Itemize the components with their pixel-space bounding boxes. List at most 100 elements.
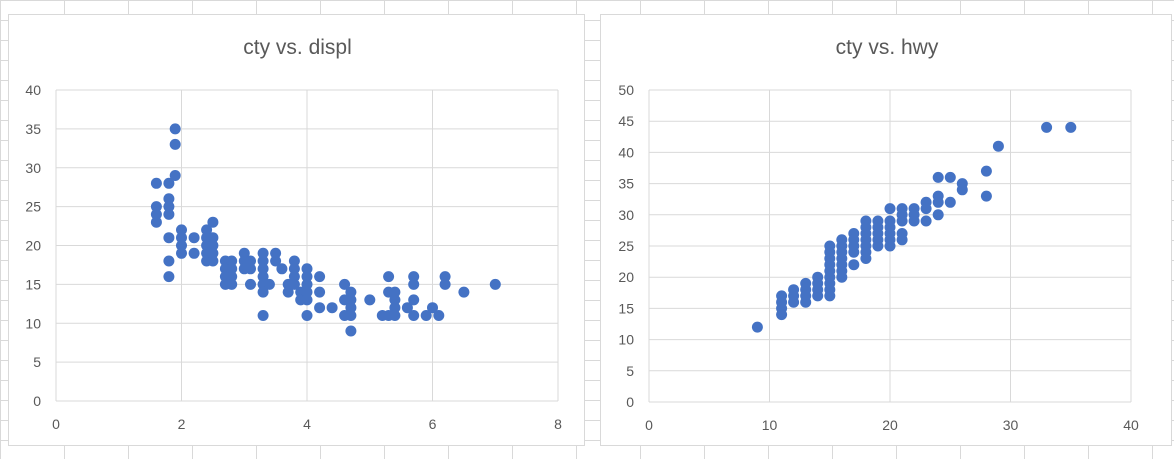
data-point (176, 224, 187, 236)
data-point (980, 165, 992, 177)
data-point (314, 286, 326, 298)
data-point (150, 208, 162, 220)
y-tick-label: 25 (618, 238, 634, 254)
data-point (270, 255, 282, 267)
y-tick-label: 0 (626, 394, 634, 410)
data-point (389, 294, 401, 306)
data-point (751, 321, 763, 333)
data-point (257, 255, 269, 267)
data-point (163, 255, 175, 267)
data-point (207, 240, 219, 251)
data-point (176, 247, 187, 259)
data-point (408, 310, 420, 321)
data-point (238, 247, 250, 259)
data-point (301, 310, 313, 321)
data-point (163, 193, 175, 205)
data-point (257, 310, 269, 321)
data-point (226, 278, 238, 290)
data-point (314, 271, 326, 283)
data-point (884, 203, 896, 215)
data-point (163, 271, 175, 283)
data-point (345, 286, 357, 298)
data-point (288, 278, 300, 290)
data-point (314, 302, 326, 314)
x-tick-label: 30 (1003, 417, 1019, 433)
chart-cty-vs-hwy[interactable]: cty vs. hwy 0 5 10 15 20 25 30 35 40 45 50 0 10 20 30 40 (600, 14, 1172, 446)
y-tick-label: 15 (618, 300, 634, 316)
data-point (207, 216, 219, 228)
data-point (458, 286, 470, 298)
x-tick-label: 8 (554, 416, 562, 432)
data-point (992, 140, 1004, 152)
data-point (263, 278, 275, 290)
data-point (226, 255, 238, 267)
data-point (364, 294, 376, 306)
x-tick-label: 20 (882, 417, 898, 433)
y-tick-label: 30 (25, 160, 41, 176)
data-point (836, 271, 848, 283)
data-point (427, 302, 438, 314)
data-point (345, 302, 357, 314)
data-point (345, 310, 357, 321)
data-point (276, 263, 288, 275)
y-tick-label: 5 (33, 354, 41, 370)
x-tick-label: 4 (303, 416, 311, 432)
data-point (150, 216, 162, 228)
x-tick-label: 6 (429, 416, 437, 432)
data-point (896, 234, 908, 246)
y-tick-label: 5 (626, 363, 634, 379)
data-point (908, 215, 920, 227)
data-point (169, 123, 181, 135)
chart-svg: cty vs. hwy 0 5 10 15 20 25 30 35 40 45 50 0 10 20 30 40 (618, 36, 1139, 433)
chart-title: cty vs. hwy (836, 36, 939, 59)
data-point (980, 190, 992, 202)
data-point (163, 201, 175, 213)
data-point (301, 278, 313, 290)
data-point (201, 224, 213, 236)
data-point (282, 286, 294, 298)
y-tick-label: 50 (618, 82, 634, 98)
data-point (188, 232, 200, 244)
y-tick-label: 40 (25, 82, 41, 98)
chart-cty-vs-displ[interactable]: cty vs. displ 0 5 10 15 20 25 30 35 40 0 2 4 6 8 (8, 14, 585, 446)
data-point (257, 247, 269, 259)
y-tick-label: 10 (25, 315, 41, 331)
data-point (207, 255, 219, 267)
data-point (824, 290, 836, 302)
data-point (257, 263, 269, 275)
data-point (408, 294, 420, 306)
data-point (489, 278, 501, 290)
y-tick-label: 30 (618, 207, 634, 223)
data-point (944, 196, 956, 208)
data-point (439, 271, 451, 283)
data-point (884, 240, 896, 252)
x-tick-label: 10 (762, 417, 778, 433)
data-point (872, 240, 884, 252)
data-point (245, 255, 256, 267)
y-tick-label: 15 (25, 276, 41, 292)
chart-svg: cty vs. displ 0 5 10 15 20 25 30 35 40 0 2 4 6 8 (25, 36, 562, 432)
data-point (301, 263, 313, 275)
data-point (408, 278, 420, 290)
data-point (288, 263, 300, 275)
data-point (301, 286, 313, 298)
data-point (301, 294, 313, 306)
data-point (339, 278, 351, 290)
data-point (169, 138, 181, 150)
data-point (932, 209, 944, 221)
data-point (163, 232, 175, 244)
y-tick-label: 25 (25, 199, 41, 215)
data-point (226, 271, 238, 283)
chart-title: cty vs. displ (243, 36, 352, 59)
y-tick-label: 45 (618, 113, 634, 129)
data-point (1041, 121, 1053, 133)
data-point (301, 271, 313, 283)
data-point (257, 271, 269, 283)
y-tick-label: 35 (25, 121, 41, 137)
x-tick-label: 0 (52, 416, 60, 432)
data-point (163, 177, 175, 189)
y-tick-label: 35 (618, 176, 634, 192)
data-point (788, 296, 800, 308)
data-point (800, 296, 812, 308)
data-point (932, 171, 944, 183)
